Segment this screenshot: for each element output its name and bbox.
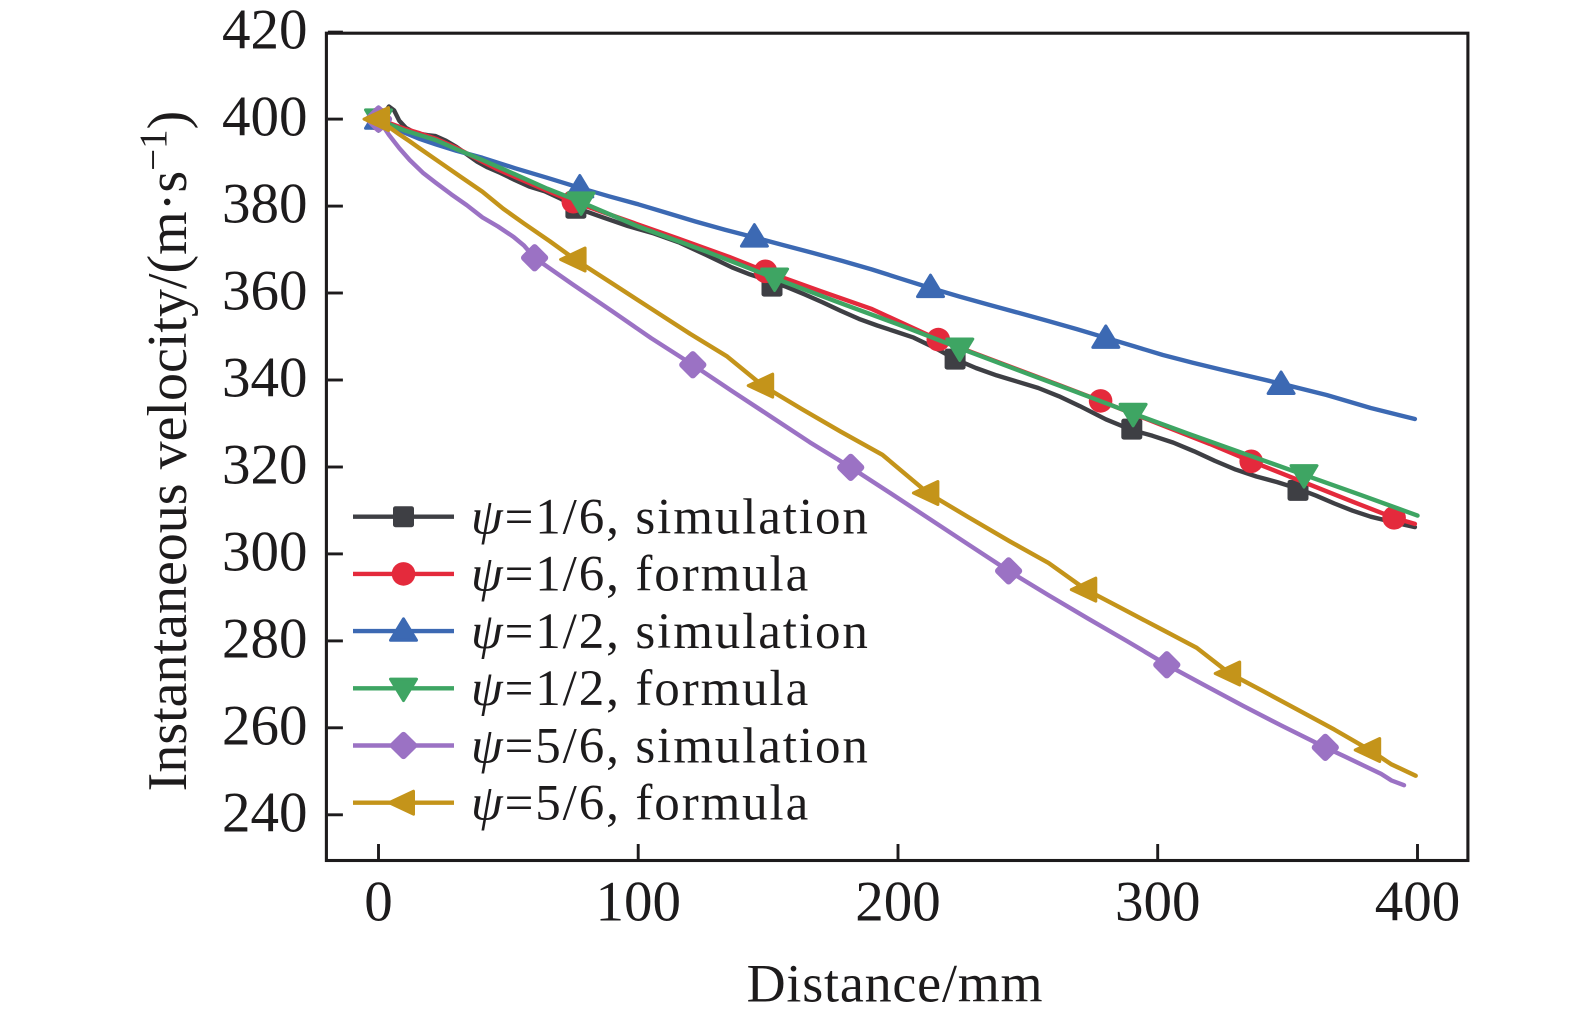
svg-text:380: 380 xyxy=(222,173,308,236)
svg-text:360: 360 xyxy=(222,260,308,323)
svg-text:400: 400 xyxy=(1375,871,1461,934)
svg-text:420: 420 xyxy=(222,0,308,62)
svg-text:320: 320 xyxy=(222,434,308,497)
svg-text:ψ=5/6, simulation: ψ=5/6, simulation xyxy=(471,718,870,774)
svg-text:ψ=5/6, formula: ψ=5/6, formula xyxy=(471,776,810,832)
svg-text:260: 260 xyxy=(222,694,308,757)
svg-text:ψ=1/6, simulation: ψ=1/6, simulation xyxy=(471,490,870,546)
svg-text:Instantaneous velocity/(m·s−1): Instantaneous velocity/(m·s−1) xyxy=(132,111,199,792)
svg-text:300: 300 xyxy=(222,520,308,583)
svg-text:400: 400 xyxy=(222,86,308,149)
svg-text:Distance/mm: Distance/mm xyxy=(747,954,1044,1014)
svg-text:0: 0 xyxy=(364,871,393,934)
svg-text:100: 100 xyxy=(595,871,681,934)
svg-text:280: 280 xyxy=(222,607,308,670)
svg-text:340: 340 xyxy=(222,347,308,410)
svg-text:240: 240 xyxy=(222,781,308,844)
svg-text:ψ=1/6, formula: ψ=1/6, formula xyxy=(471,547,810,603)
svg-text:200: 200 xyxy=(855,871,941,934)
svg-text:ψ=1/2, simulation: ψ=1/2, simulation xyxy=(471,604,870,660)
svg-text:300: 300 xyxy=(1115,871,1201,934)
svg-text:ψ=1/2, formula: ψ=1/2, formula xyxy=(471,661,810,717)
